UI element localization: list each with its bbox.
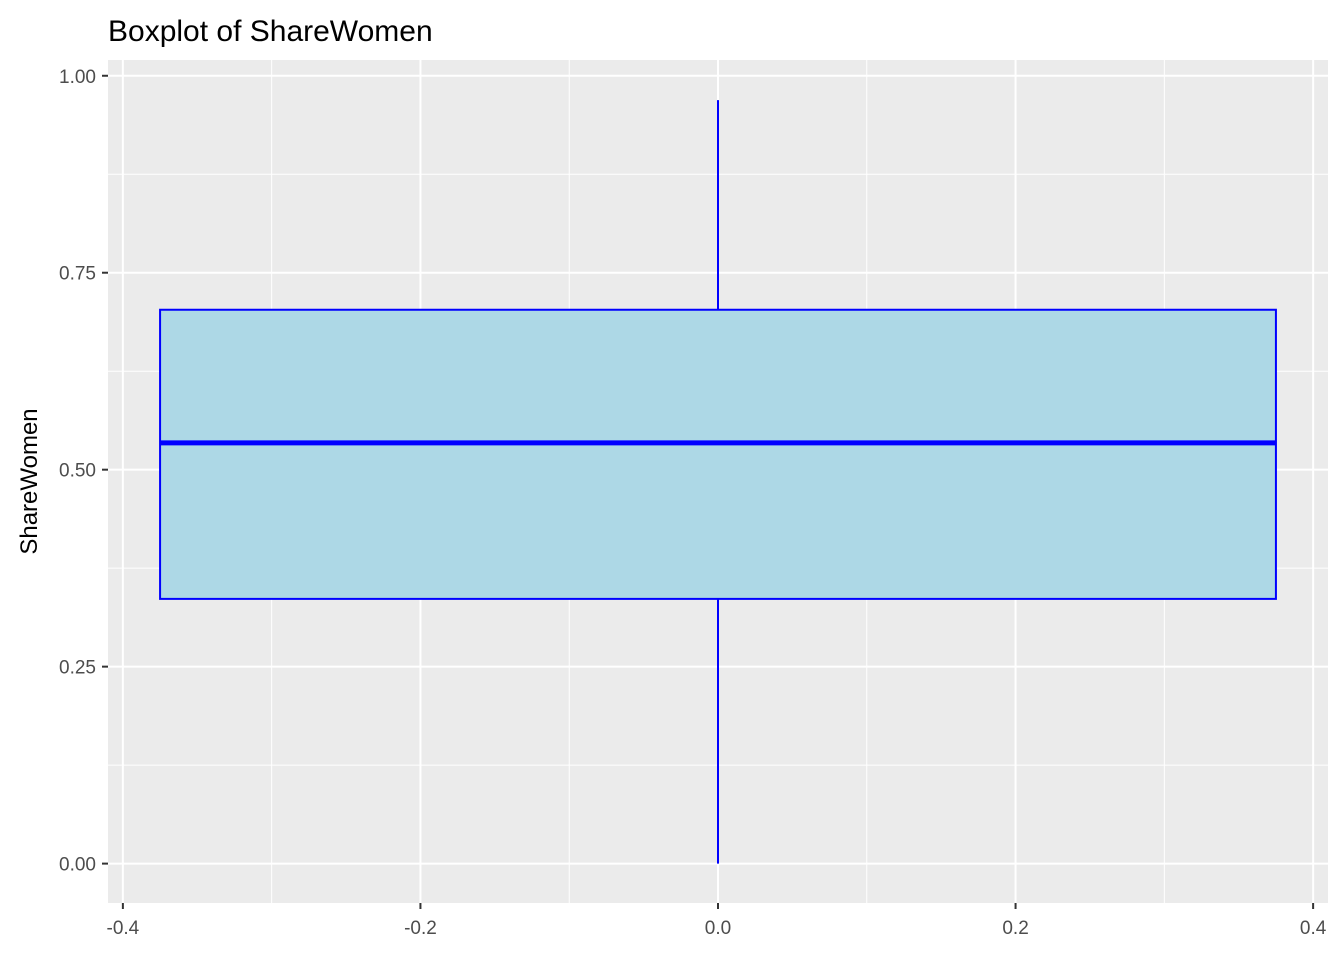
x-tick-label: -0.2 (404, 918, 437, 939)
boxplot-marks (159, 100, 1277, 864)
y-axis-label: ShareWomen (16, 408, 43, 554)
x-tick-label: 0.0 (705, 918, 731, 939)
x-tick-label: 0.4 (1300, 918, 1327, 939)
x-tick-label: -0.4 (107, 918, 140, 939)
box-body (159, 308, 1277, 600)
x-tick-label: 0.2 (1002, 918, 1028, 939)
y-axis: 0.00 0.25 0.50 0.75 1.00 (59, 67, 108, 876)
y-tick-label: 0.50 (59, 461, 96, 482)
y-tick-label: 0.25 (59, 658, 96, 679)
y-tick-label: 0.75 (59, 264, 96, 285)
x-axis: -0.4 -0.2 0.0 0.2 0.4 (107, 903, 1327, 939)
y-tick-label: 1.00 (59, 67, 96, 88)
chart-title: Boxplot of ShareWomen (108, 15, 433, 48)
y-tick-label: 0.00 (59, 855, 96, 876)
